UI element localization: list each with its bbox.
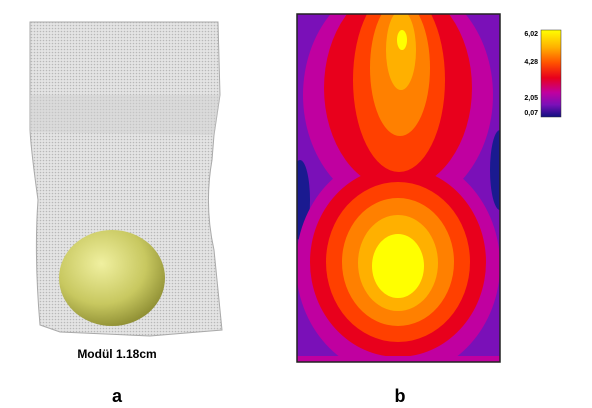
figure: Modül 1.18cm a b 6,02 4,28 2,05 0,07 <box>0 0 592 408</box>
colorbar-label: 6,02 <box>524 31 538 38</box>
colorbar-label: 4,28 <box>524 59 538 66</box>
mesh-model <box>30 22 222 336</box>
colorbar-label: 0,07 <box>524 110 538 117</box>
colorbar <box>541 30 561 117</box>
panel-label: a <box>112 386 123 406</box>
colorbar-label: 2,05 <box>524 95 538 102</box>
heatmap <box>290 0 510 377</box>
panel-caption: Modül 1.18cm <box>77 347 156 361</box>
panel-label: b <box>395 386 406 406</box>
